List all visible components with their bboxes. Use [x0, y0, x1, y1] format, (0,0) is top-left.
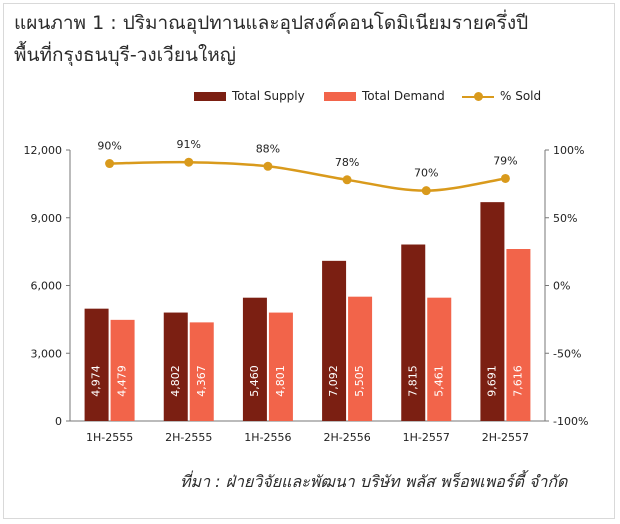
bar-label-supply: 9,691 — [485, 365, 498, 397]
bar-label-supply: 7,815 — [406, 365, 419, 397]
x-tick-label: 1H-2557 — [403, 431, 450, 444]
bar-supply — [401, 244, 426, 421]
y-right-tick-label: -50% — [553, 347, 581, 360]
point-sold — [500, 173, 510, 183]
bar-label-supply: 5,460 — [248, 365, 261, 397]
x-tick-label: 1H-2556 — [244, 431, 291, 444]
point-label-sold: 70% — [414, 167, 438, 180]
point-sold — [263, 161, 273, 171]
chart-title-line-1: แผนภาพ 1 : ปริมาณอุปทานและอุปสงค์คอนโดมิ… — [14, 12, 529, 34]
bar-supply — [163, 312, 188, 421]
line-sold — [109, 160, 506, 192]
source-note: ที่มา : ฝ่ายวิจัยและพัฒนา บริษัท พลัส พร… — [180, 472, 568, 491]
legend-label-sold: % Sold — [500, 89, 542, 103]
y-right-tick-label: 100% — [553, 144, 584, 157]
legend-label-supply: Total Supply — [232, 89, 305, 103]
x-tick-label: 2H-2556 — [323, 431, 370, 444]
bar-supply — [242, 297, 267, 421]
bar-label-demand: 4,479 — [116, 365, 129, 397]
bar-label-demand: 5,461 — [432, 365, 445, 397]
legend-label-demand: Total Demand — [362, 89, 445, 103]
chart-frame — [3, 3, 615, 519]
legend-swatch-supply — [194, 92, 226, 101]
y-left-tick-label: 9,000 — [31, 212, 63, 225]
bar-supply — [322, 260, 347, 421]
bar-demand — [506, 249, 531, 421]
bar-label-demand: 5,505 — [353, 365, 366, 397]
x-tick-label: 2H-2555 — [165, 431, 212, 444]
x-tick-label: 2H-2557 — [482, 431, 529, 444]
bar-label-supply: 7,092 — [327, 365, 340, 397]
bar-supply — [480, 202, 505, 421]
point-sold — [421, 186, 431, 196]
bar-demand — [427, 297, 452, 421]
y-left-tick-label: 0 — [55, 415, 62, 428]
legend-swatch-demand — [324, 92, 356, 101]
point-sold — [184, 157, 194, 167]
y-left-tick-label: 3,000 — [31, 347, 63, 360]
bar-demand — [110, 319, 135, 421]
chart-title-line-2: พื้นที่กรุงธนบุรี-วงเวียนใหญ่ — [14, 44, 236, 66]
y-left-tick-label: 6,000 — [31, 280, 63, 293]
y-left-tick-label: 12,000 — [24, 144, 63, 157]
bar-demand — [189, 322, 214, 421]
bar-label-demand: 4,801 — [274, 365, 287, 397]
point-label-sold: 90% — [97, 140, 121, 153]
point-label-sold: 79% — [493, 154, 517, 167]
point-label-sold: 91% — [177, 138, 201, 151]
x-tick-label: 1H-2555 — [86, 431, 133, 444]
bar-demand — [268, 312, 293, 421]
point-sold — [105, 159, 115, 169]
y-right-tick-label: 50% — [553, 212, 577, 225]
y-right-tick-label: 0% — [553, 280, 570, 293]
bar-label-demand: 4,367 — [195, 365, 208, 397]
bar-label-supply: 4,802 — [169, 365, 182, 397]
bar-supply — [84, 308, 109, 421]
point-label-sold: 78% — [335, 156, 359, 169]
bar-demand — [348, 296, 373, 421]
y-right-tick-label: -100% — [553, 415, 588, 428]
point-label-sold: 88% — [256, 142, 280, 155]
bar-label-demand: 7,616 — [511, 365, 524, 397]
bar-label-supply: 4,974 — [90, 365, 103, 397]
legend-marker-sold — [474, 92, 483, 101]
point-sold — [342, 175, 352, 185]
